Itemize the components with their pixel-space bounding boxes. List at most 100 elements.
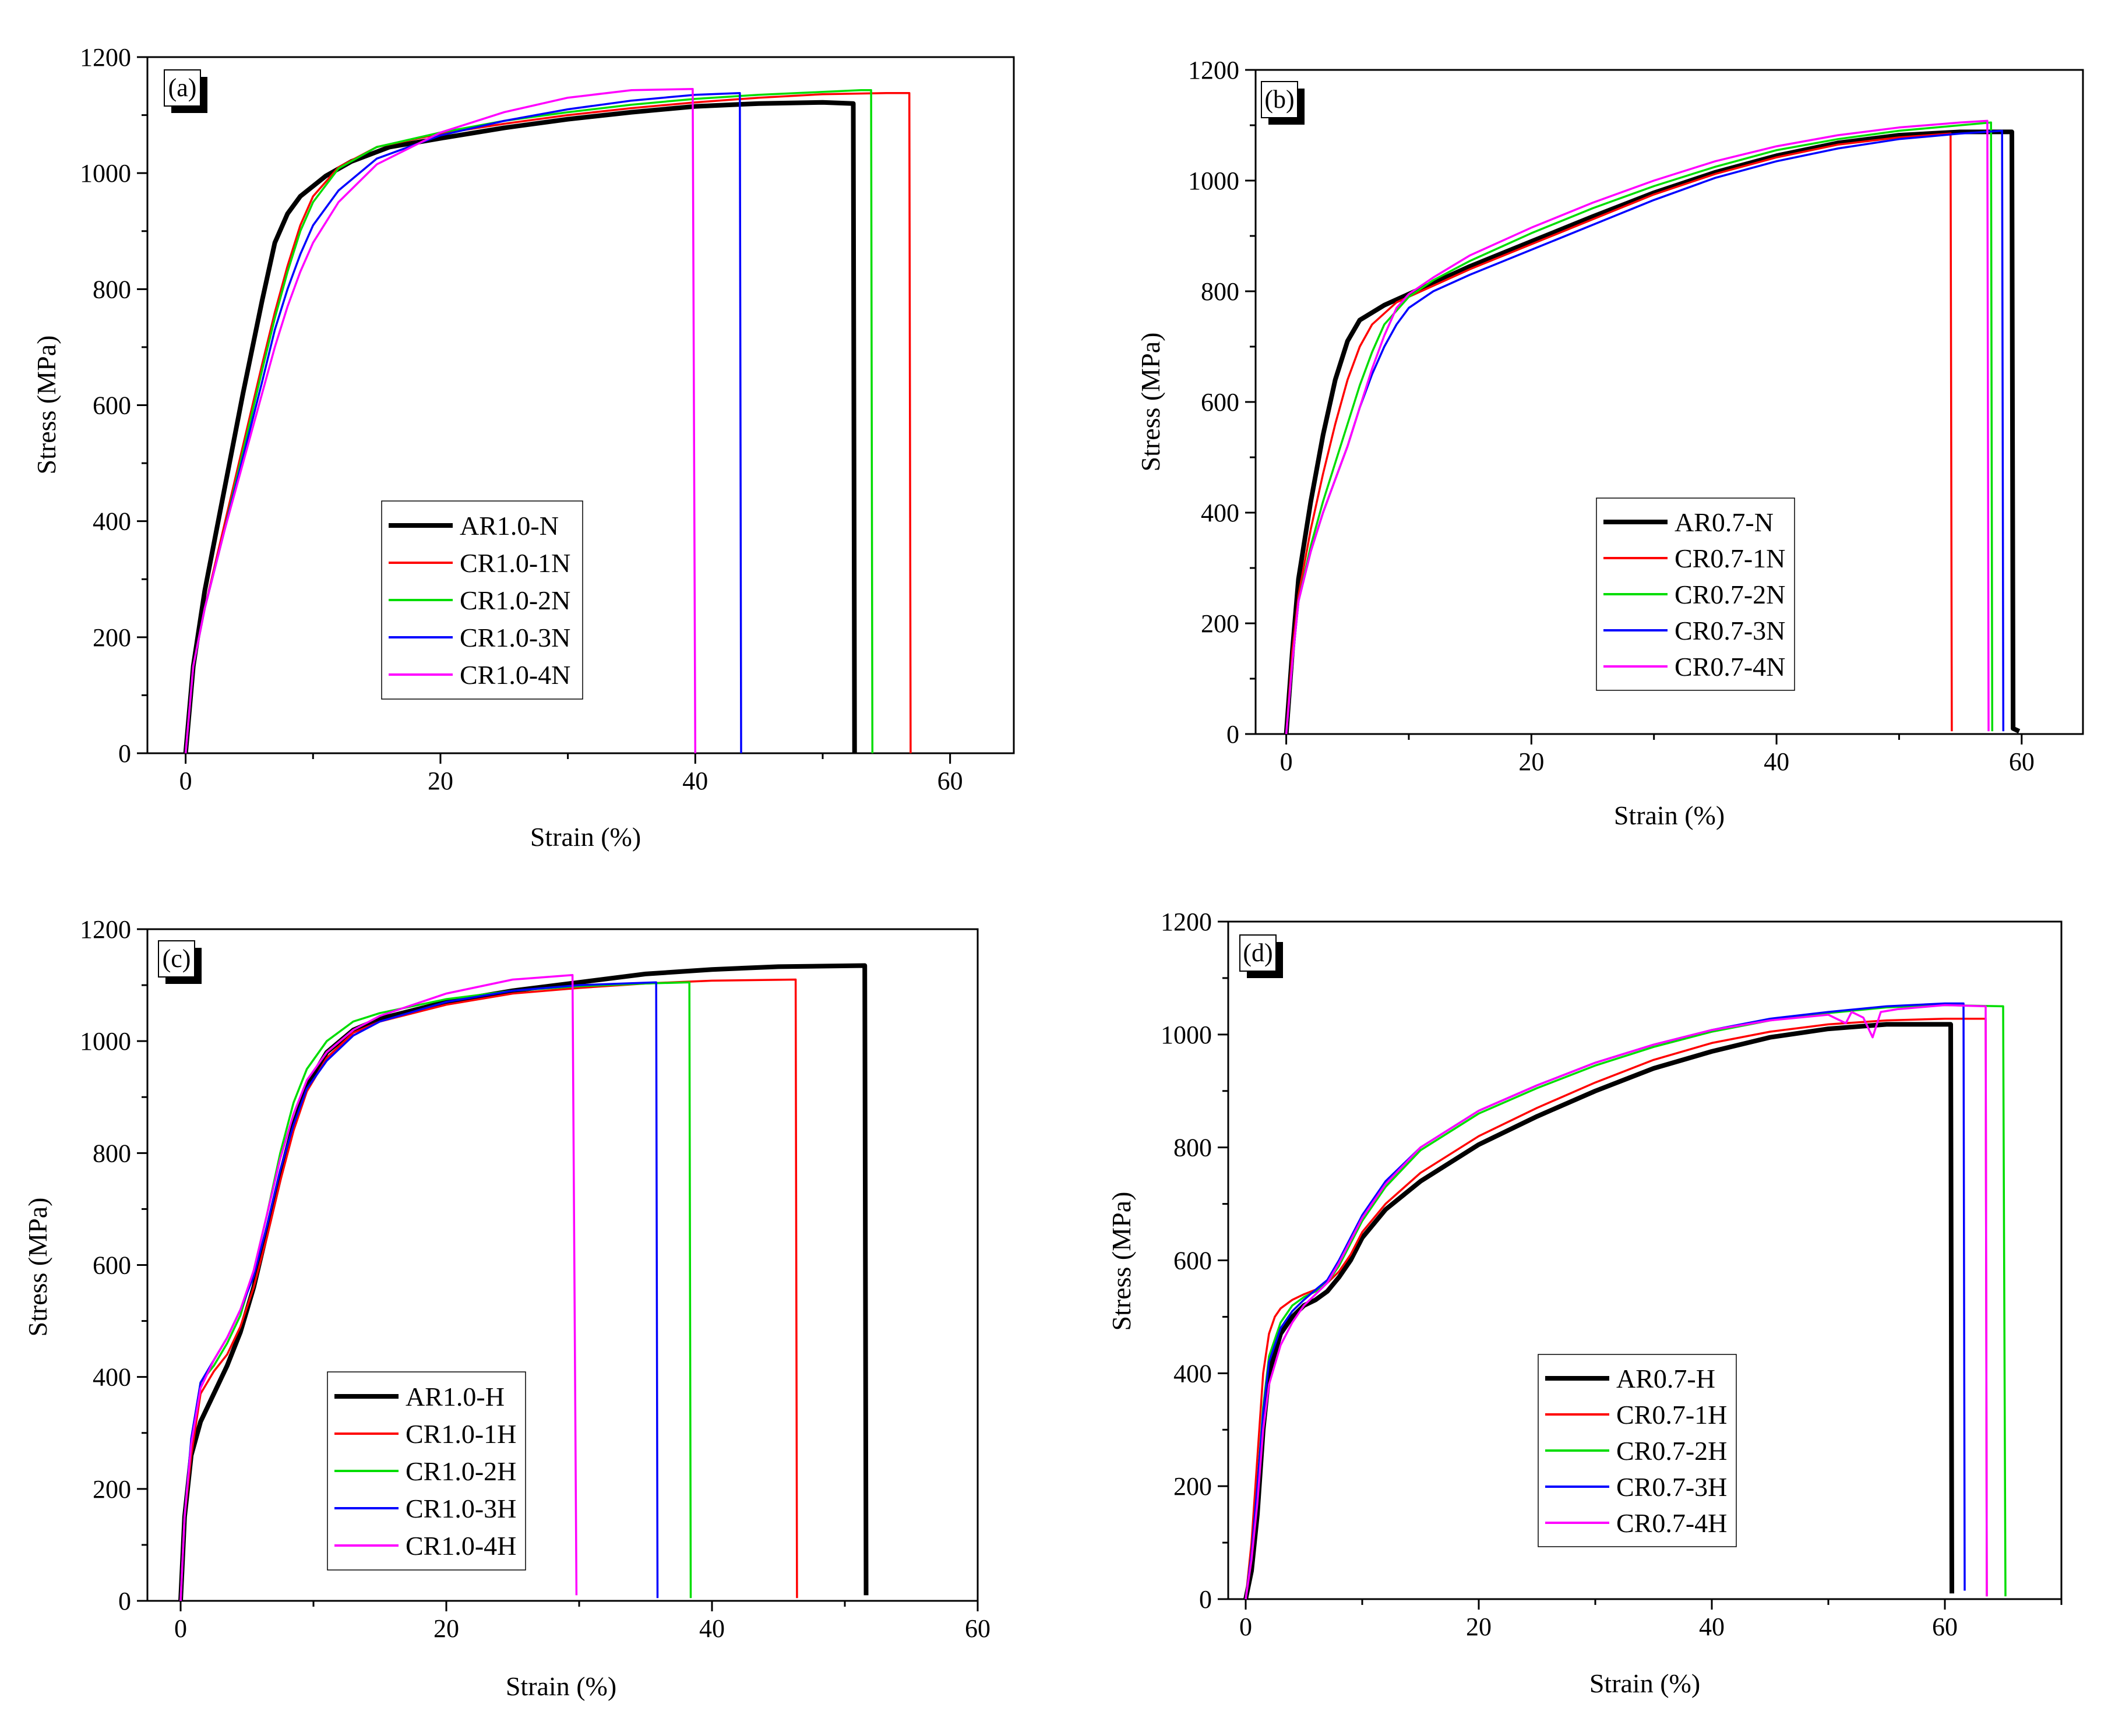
legend-item: CR1.0-3H: [334, 1494, 516, 1523]
series-line-AR0.7-N: [1284, 129, 2021, 735]
panel-a-legend: AR1.0-N CR1.0-1N CR1.0-2N CR1.0-3N CR1.0…: [381, 500, 583, 700]
panel-b-tag: (b): [1264, 85, 1294, 114]
y-tick-label: 400: [1173, 1359, 1212, 1388]
legend-label: CR1.0-2N: [460, 585, 570, 615]
panel-c-plot: [178, 963, 869, 1601]
legend-item: AR1.0-H: [334, 1382, 505, 1412]
series-line-CR0.7-2H: [1245, 1004, 2007, 1600]
y-tick-label: 0: [118, 1587, 131, 1615]
panel-a-tag: (a): [168, 73, 197, 102]
x-tick-label: 40: [1764, 747, 1789, 776]
legend-item: CR1.0-4N: [389, 660, 570, 690]
legend-label: CR1.0-3N: [460, 623, 570, 652]
y-tick-label: 800: [93, 1139, 131, 1167]
panel-b-tag-box: (b): [1261, 81, 1305, 125]
panel-d-legend: AR0.7-H CR0.7-1H CR0.7-2H CR0.7-3H CR0.7…: [1538, 1354, 1737, 1547]
legend-label: CR0.7-2N: [1675, 580, 1785, 609]
x-tick-label: 60: [965, 1614, 990, 1643]
x-tick-label: 20: [1466, 1612, 1492, 1641]
y-tick-label: 400: [93, 1363, 131, 1392]
legend-item: CR0.7-1N: [1603, 544, 1785, 573]
panel-c-tag: (c): [163, 944, 191, 973]
y-tick-label: 400: [1201, 499, 1239, 527]
legend-label: CR1.0-3H: [406, 1494, 516, 1523]
x-tick-label: 40: [699, 1614, 725, 1643]
panel-a-tag-box: (a): [164, 69, 207, 113]
panel-d-ylabel: Stress (MPa): [1106, 1192, 1136, 1331]
legend-label: CR1.0-2H: [406, 1456, 516, 1486]
panel-d-plot: [1243, 1002, 2007, 1600]
x-tick-label: 0: [174, 1614, 187, 1643]
legend-label: CR0.7-2H: [1616, 1436, 1727, 1466]
y-tick-label: 600: [93, 1251, 131, 1280]
series-line-CR1.0-4N: [184, 88, 697, 754]
y-tick-label: 200: [1201, 609, 1239, 638]
y-tick-label: 600: [93, 391, 131, 420]
y-tick-label: 800: [93, 275, 131, 304]
x-tick-label: 40: [1699, 1612, 1725, 1641]
legend-item: CR0.7-1H: [1545, 1400, 1727, 1430]
y-tick-label: 0: [1226, 720, 1239, 749]
x-tick-label: 0: [1280, 747, 1293, 776]
series-line-AR0.7-H: [1243, 1022, 1954, 1600]
series-line-CR0.7-1N: [1285, 132, 1953, 735]
series-line-CR1.0-4H: [179, 974, 578, 1601]
y-tick-label: 800: [1201, 277, 1239, 306]
legend-item: AR0.7-N: [1603, 507, 1774, 537]
y-tick-label: 1200: [1188, 56, 1239, 84]
legend-label: CR0.7-4H: [1616, 1508, 1727, 1538]
legend-item: AR0.7-H: [1545, 1364, 1715, 1393]
y-tick-label: 200: [1173, 1472, 1212, 1501]
legend-label: AR0.7-N: [1675, 507, 1774, 537]
panel-b-legend: AR0.7-N CR0.7-1N CR0.7-2N CR0.7-3N CR0.7…: [1596, 497, 1795, 691]
panel-c-legend: AR1.0-H CR1.0-1H CR1.0-2H CR1.0-3H CR1.0…: [327, 1371, 526, 1571]
y-tick-label: 600: [1201, 388, 1239, 417]
legend-item: CR0.7-3H: [1545, 1472, 1727, 1502]
plot-frame: [146, 928, 979, 1602]
legend-label: CR0.7-1H: [1616, 1400, 1727, 1430]
legend-label: CR0.7-4N: [1675, 652, 1785, 682]
y-tick-label: 200: [93, 623, 131, 652]
y-tick-label: 1200: [80, 43, 131, 72]
legend-label: AR1.0-H: [406, 1382, 505, 1412]
x-tick-label: 0: [1239, 1612, 1252, 1641]
x-tick-label: 60: [2009, 747, 2035, 776]
panel-b-ylabel: Stress (MPa): [1136, 333, 1165, 472]
legend-label: CR1.0-1H: [406, 1419, 516, 1449]
legend-item: CR1.0-1H: [334, 1419, 516, 1449]
legend-label: CR0.7-3H: [1616, 1472, 1727, 1502]
y-tick-label: 400: [93, 507, 131, 536]
panel-b-xlabel: Strain (%): [1614, 800, 1725, 830]
series-line-CR0.7-4N: [1285, 119, 1990, 735]
x-tick-label: 0: [179, 767, 192, 795]
legend-item: CR0.7-4N: [1603, 652, 1785, 682]
legend-item: CR1.0-3N: [389, 623, 570, 652]
legend-label: CR0.7-1N: [1675, 544, 1785, 573]
legend-label: AR1.0-N: [460, 511, 559, 541]
y-tick-label: 200: [93, 1475, 131, 1504]
legend-item: CR0.7-2H: [1545, 1436, 1727, 1466]
series-line-CR0.7-4H: [1245, 1004, 1988, 1600]
series-line-CR1.0-3H: [179, 981, 659, 1601]
legend-item: CR0.7-4H: [1545, 1508, 1727, 1538]
series-line-CR0.7-3H: [1245, 1002, 1966, 1600]
panel-a-ylabel: Stress (MPa): [31, 336, 61, 475]
y-tick-label: 1000: [1161, 1021, 1212, 1049]
legend-item: CR1.0-2H: [334, 1456, 516, 1486]
panel-d-xlabel: Strain (%): [1589, 1668, 1700, 1698]
y-tick-label: 0: [118, 739, 131, 768]
legend-label: CR1.0-4N: [460, 660, 570, 690]
legend-item: CR1.0-1N: [389, 548, 570, 578]
x-tick-label: 60: [937, 767, 963, 795]
x-tick-label: 20: [433, 1614, 459, 1643]
panel-a-plot: [183, 88, 912, 754]
panel-d-tag: (d): [1243, 938, 1272, 967]
